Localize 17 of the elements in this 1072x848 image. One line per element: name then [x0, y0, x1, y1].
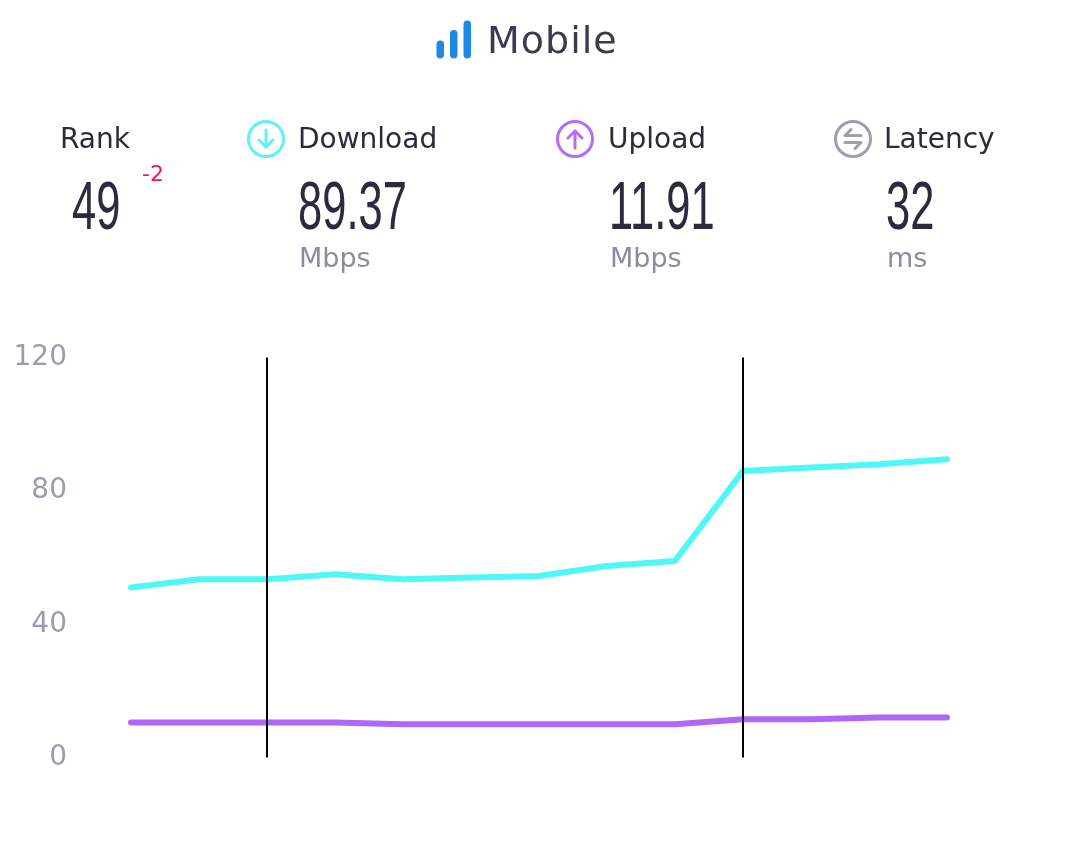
- category-label: Latency: [884, 122, 995, 155]
- category-label: Download: [298, 122, 438, 155]
- text: Mbps: [299, 242, 371, 273]
- data-label: 49: [72, 167, 121, 243]
- data-label: 89.37: [298, 167, 407, 243]
- text: Mbps: [610, 242, 682, 273]
- data-label: 32: [886, 167, 935, 243]
- category-label: Rank: [60, 122, 130, 155]
- y-tick-label: 80: [31, 472, 67, 506]
- y-tick-label: 120: [13, 338, 67, 372]
- y-tick-label: 40: [31, 605, 67, 639]
- y-tick-label: 0: [49, 738, 67, 772]
- text: ms: [887, 242, 928, 273]
- category-label: Upload: [608, 122, 707, 155]
- text: -2: [142, 161, 164, 186]
- data-label: 11.91: [609, 167, 715, 243]
- text: Mobile: [487, 18, 618, 62]
